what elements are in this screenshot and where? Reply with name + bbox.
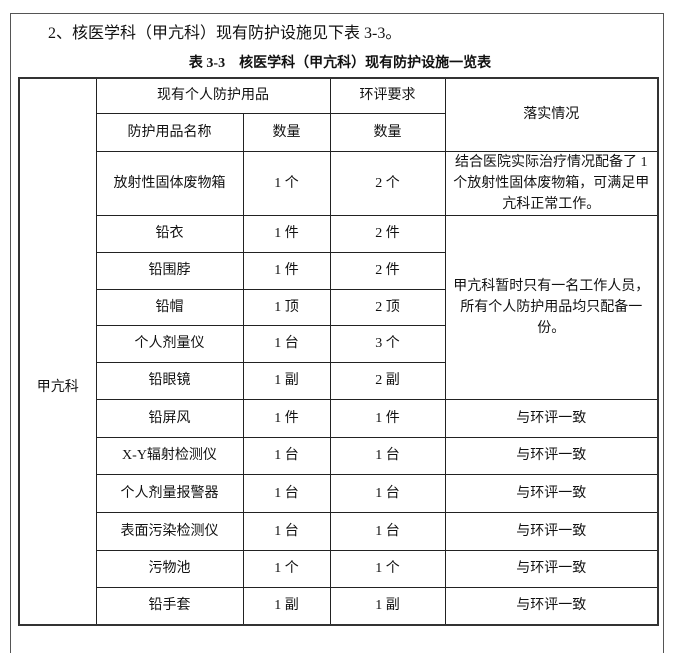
intro-paragraph: 2、核医学科（甲亢科）现有防护设施见下表 3-3。 bbox=[48, 25, 402, 42]
item-qty: 1 个 bbox=[242, 150, 331, 216]
item-qty: 1 件 bbox=[242, 214, 331, 253]
table-row: 铅衣 1 件 2 件 甲亢科暂时只有一名工作人员，所有个人防护用品均只配备一份。 bbox=[19, 214, 659, 400]
item-qty: 1 台 bbox=[242, 511, 331, 551]
page-border bbox=[10, 13, 664, 653]
table-row: 铅围脖 1 件 2 件 bbox=[19, 251, 658, 290]
item-name: 铅眼镜 bbox=[95, 361, 244, 400]
item-qty: 1 台 bbox=[242, 473, 331, 513]
item-qty: 1 台 bbox=[242, 436, 331, 475]
item-status: 与环评一致 bbox=[444, 398, 659, 438]
item-name: 放射性固体废物箱 bbox=[95, 150, 244, 216]
item-req: 1 台 bbox=[329, 436, 446, 475]
item-req: 1 台 bbox=[329, 473, 446, 513]
table-row: X-Y辐射检测仪 1 台 1 台 与环评一致 bbox=[19, 436, 659, 475]
item-req: 2 件 bbox=[329, 214, 446, 253]
item-qty: 1 副 bbox=[242, 361, 331, 400]
item-req: 2 件 bbox=[329, 251, 446, 290]
item-qty: 1 件 bbox=[242, 251, 331, 290]
item-name: 表面污染检测仪 bbox=[95, 511, 244, 551]
item-req: 1 个 bbox=[329, 549, 446, 588]
table-caption: 表 3-3 核医学科（甲亢科）现有防护设施一览表 bbox=[188, 56, 492, 71]
item-status: 与环评一致 bbox=[444, 586, 659, 626]
item-qty: 1 顶 bbox=[242, 288, 331, 326]
header-existing: 现有个人防护用品 bbox=[95, 77, 331, 114]
table-row: 铅手套 1 副 1 副 与环评一致 bbox=[19, 586, 659, 626]
item-name: 铅手套 bbox=[95, 586, 244, 626]
item-req: 2 顶 bbox=[329, 288, 446, 326]
item-name: 个人剂量仪 bbox=[95, 324, 244, 363]
header-status: 落实情况 bbox=[444, 77, 659, 152]
item-status: 与环评一致 bbox=[444, 436, 659, 475]
item-status: 与环评一致 bbox=[444, 549, 659, 588]
header-qty: 数量 bbox=[242, 112, 331, 152]
item-req: 2 副 bbox=[329, 361, 446, 400]
item-req: 3 个 bbox=[329, 324, 446, 363]
header-requirement: 环评要求 bbox=[329, 77, 446, 114]
item-req: 1 件 bbox=[329, 398, 446, 438]
table-row: 个人剂量仪 1 台 3 个 bbox=[19, 324, 658, 363]
item-name: 个人剂量报警器 bbox=[95, 473, 244, 513]
header-name: 防护用品名称 bbox=[95, 112, 244, 152]
table-row: 个人剂量报警器 1 台 1 台 与环评一致 bbox=[19, 473, 659, 513]
header-row: 现有个人防护用品 环评要求 落实情况 bbox=[18, 77, 659, 152]
item-req: 2 个 bbox=[329, 150, 446, 216]
item-name: 铅衣 bbox=[95, 214, 244, 253]
header-req-qty: 数量 bbox=[329, 112, 446, 152]
item-req: 1 副 bbox=[329, 586, 446, 626]
table-row: 铅眼镜 1 副 2 副 bbox=[19, 361, 658, 400]
item-name: X-Y辐射检测仪 bbox=[95, 436, 244, 475]
table-row: 污物池 1 个 1 个 与环评一致 bbox=[19, 549, 659, 588]
item-qty: 1 副 bbox=[242, 586, 331, 626]
group-status: 甲亢科暂时只有一名工作人员，所有个人防护用品均只配备一份。 bbox=[444, 214, 659, 400]
table-row: 表面污染检测仪 1 台 1 台 与环评一致 bbox=[19, 511, 659, 551]
protection-table: 现有个人防护用品 环评要求 落实情况 防护用品名称 数量 数量 甲亢科 放射性固… bbox=[18, 77, 659, 626]
item-name: 铅帽 bbox=[95, 288, 244, 326]
item-name: 铅围脖 bbox=[95, 251, 244, 290]
department-cell: 甲亢科 bbox=[18, 151, 97, 626]
table-row: 铅屏风 1 件 1 件 与环评一致 bbox=[19, 398, 659, 438]
item-status: 与环评一致 bbox=[444, 511, 659, 551]
item-req: 1 台 bbox=[329, 511, 446, 551]
item-name: 铅屏风 bbox=[95, 398, 244, 438]
item-status: 结合医院实际治疗情况配备了 1 个放射性固体废物箱，可满足甲亢科正常工作。 bbox=[444, 150, 659, 216]
item-qty: 1 台 bbox=[242, 324, 331, 363]
item-status: 与环评一致 bbox=[444, 473, 659, 513]
item-qty: 1 件 bbox=[242, 398, 331, 438]
table-row: 甲亢科 放射性固体废物箱 1 个 2 个 结合医院实际治疗情况配备了 1 个放射… bbox=[18, 150, 659, 626]
item-name: 污物池 bbox=[95, 549, 244, 588]
item-qty: 1 个 bbox=[242, 549, 331, 588]
blank-header-cell bbox=[18, 77, 97, 151]
